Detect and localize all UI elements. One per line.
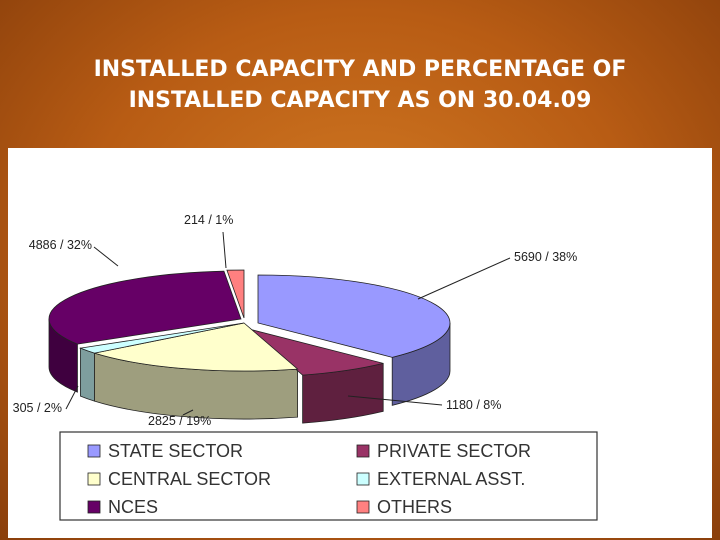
pie-sides [48,318,451,424]
pie-slice-central-sector [94,322,299,372]
data-label-external-asst: 305 / 2% [13,401,62,415]
chart-panel: 5690 / 38% 1180 / 8% 2825 / 19% 305 / 2% 488… [8,148,712,538]
pie-tops [48,269,451,376]
pie-slice-nces [48,270,242,345]
leader-line-external-asst [65,385,79,410]
legend-label-nces: NCES [108,497,158,517]
slide-title-line-1: INSTALLED CAPACITY AND PERCENTAGE OF [93,57,627,82]
legend-swatch-state-sector [87,444,101,458]
legend-swatch-private-sector [356,444,370,458]
legend-label-external-asst: EXTERNAL ASST. [377,469,525,489]
legend-swatch-nces [87,500,101,514]
pie-chart: 5690 / 38% 1180 / 8% 2825 / 19% 305 / 2% 488… [13,213,598,521]
legend-label-private-sector: PRIVATE SECTOR [377,441,531,461]
pie-side-external-asst [80,347,95,402]
leader-line-state-sector [417,257,511,300]
legend-swatch-external-asst [356,472,370,486]
pie-slice-state-sector [257,274,451,358]
leader-line-others [222,231,227,269]
legend-swatch-central-sector [87,472,101,486]
pie-slice-external-asst [78,322,245,354]
label-leaders [65,231,511,416]
data-label-central-sector: 2825 / 19% [148,414,211,428]
legend-swatch-others [356,500,370,514]
data-label-private-sector: 1180 / 8% [446,398,501,412]
legend-label-state-sector: STATE SECTOR [108,441,243,461]
slide-title: INSTALLED CAPACITY AND PERCENTAGE OF INS… [0,54,720,116]
pie-slice-private-sector [248,328,384,376]
legend-label-others: OTHERS [377,497,452,517]
data-label-others: 214 / 1% [184,213,233,227]
pie-slice-others [226,269,245,319]
legend-box [59,431,598,521]
legend: STATE SECTOR PRIVATE SECTOR CENTRAL SECTOR… [59,431,598,521]
data-label-nces: 4886 / 32% [29,238,92,252]
leader-line-private-sector [347,395,443,406]
legend-label-central-sector: CENTRAL SECTOR [108,469,271,489]
data-label-state-sector: 5690 / 38% [514,250,577,264]
data-labels: 5690 / 38% 1180 / 8% 2825 / 19% 305 / 2% 488… [13,213,578,428]
leader-line-nces [93,246,119,267]
leader-line-central-sector [182,409,194,416]
slide-title-line-2: INSTALLED CAPACITY AS ON 30.04.09 [128,88,592,113]
